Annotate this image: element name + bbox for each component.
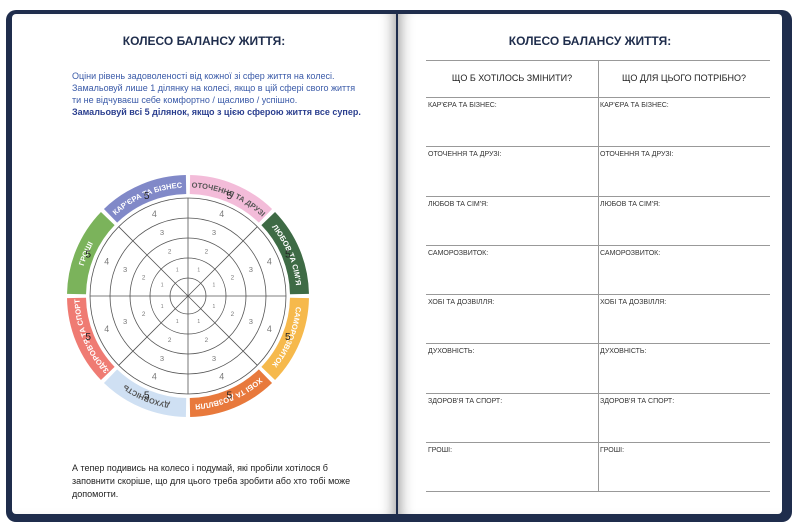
segment-band (261, 211, 309, 295)
scale-number: 1 (197, 267, 200, 273)
spoke (118, 226, 189, 297)
column-header: ЩО Б ХОТІЛОСЬ ЗМІНИТИ? (451, 73, 573, 83)
scale-number: 3 (212, 228, 216, 237)
segment-band (261, 297, 309, 381)
scale-number: 2 (168, 337, 172, 344)
scale-number: 1 (212, 304, 215, 310)
scale-number: 3 (160, 354, 164, 363)
row-line (426, 146, 770, 148)
scale-number: 5 (85, 249, 91, 260)
column-header: ЩО ДЛЯ ЦЬОГО ПОТРІБНО? (621, 73, 747, 83)
scale-number: 4 (104, 257, 109, 267)
segment-band (67, 297, 115, 381)
page-title: КОЛЕСО БАЛАНСУ ЖИТТЯ: (122, 34, 286, 48)
row-line (426, 392, 770, 394)
row-label: ОТОЧЕННЯ ТА ДРУЗІ: (600, 151, 674, 159)
row-line (426, 491, 770, 492)
right-page: КОЛЕСО БАЛАНСУ ЖИТТЯ: ЩО Б ХОТІЛОСЬ ЗМІН… (398, 14, 782, 514)
scale-number: 4 (219, 372, 224, 382)
row-label: ГРОШІ: (428, 446, 453, 454)
scale-number: 5 (144, 191, 150, 202)
row-line (426, 343, 770, 345)
scale-number: 5 (85, 332, 91, 343)
scale-number: 2 (142, 311, 146, 318)
row-line (426, 294, 770, 295)
row-label: ЗДОРОВ'Я ТА СПОРТ: (600, 397, 675, 405)
row-label: ОТОЧЕННЯ ТА ДРУЗІ: (428, 151, 502, 159)
scale-number: 2 (142, 274, 146, 281)
scale-number: 4 (267, 324, 272, 334)
ring (89, 197, 287, 395)
page-title: КОЛЕСО БАЛАНСУ ЖИТТЯ: (508, 34, 672, 48)
row-label: ДУХОВНІСТЬ: (428, 348, 475, 356)
spoke (118, 295, 189, 366)
row-label: ЛЮБОВ ТА СІМ'Я: (600, 200, 661, 208)
scale-number: 1 (161, 304, 164, 310)
segment-band (189, 175, 273, 223)
scale-number: 1 (161, 283, 164, 289)
scale-number: 3 (160, 228, 164, 237)
scale-number: 2 (205, 248, 209, 255)
scale-number: 4 (219, 209, 224, 219)
scale-number: 1 (212, 283, 215, 289)
segment-band (67, 211, 115, 295)
scale-number: 1 (176, 319, 179, 325)
row-label: КАР'ЄРА ТА БІЗНЕС: (428, 102, 497, 109)
scale-number: 1 (197, 319, 200, 325)
spoke (187, 226, 258, 297)
row-label: ЛЮБОВ ТА СІМ'Я: (428, 200, 489, 208)
row-label: ХОБІ ТА ДОЗВІЛЛЯ: (428, 299, 495, 306)
row-label: КАР'ЄРА ТА БІЗНЕС: (600, 102, 669, 109)
footer-text: А тепер подивись на колесо і подумай, як… (72, 463, 351, 499)
row-line (426, 97, 770, 98)
plan-table: ЩО Б ХОТІЛОСЬ ЗМІНИТИ? ЩО ДЛЯ ЦЬОГО ПОТРІ… (426, 60, 770, 492)
scale-number: 2 (205, 337, 209, 344)
column-divider (598, 61, 599, 491)
row-label: ГРОШІ: (600, 446, 625, 454)
left-page: КОЛЕСО БАЛАНСУ ЖИТТЯ: Оціни рівень задов… (12, 14, 396, 514)
scale-number: 3 (123, 265, 127, 274)
row-label: САМОРОЗВИТОК: (428, 249, 489, 257)
scale-number: 2 (231, 274, 235, 281)
ring (109, 217, 267, 375)
scale-number: 2 (231, 311, 235, 318)
instruction-text: Оціни рівень задоволеності від кожної зі… (72, 71, 356, 105)
ring (129, 237, 247, 355)
segment-band (103, 369, 187, 417)
ring (149, 257, 227, 335)
scale-number: 3 (123, 317, 127, 326)
scale-number: 4 (267, 257, 272, 267)
scale-number: 3 (212, 354, 216, 363)
scale-number: 1 (176, 267, 179, 273)
instruction-bold: Замальовуй всі 5 ділянок, якщо з цією сф… (72, 107, 361, 117)
row-label: САМОРОЗВИТОК: (600, 249, 661, 257)
row-line (426, 441, 770, 443)
row-label: ХОБІ ТА ДОЗВІЛЛЯ: (600, 299, 667, 306)
scale-number: 5 (285, 332, 291, 343)
scale-number: 4 (104, 324, 109, 334)
scale-number: 3 (249, 317, 253, 326)
scale-number: 5 (285, 249, 291, 260)
scale-number: 5 (226, 191, 232, 202)
scale-number: 4 (152, 372, 157, 382)
segment-band (103, 175, 187, 223)
row-label: ДУХОВНІСТЬ: (600, 348, 647, 356)
ring (169, 277, 207, 315)
spoke (187, 295, 258, 366)
row-label: ЗДОРОВ'Я ТА СПОРТ: (428, 397, 503, 405)
row-line (426, 195, 770, 197)
row-line (426, 244, 770, 246)
segment-band (189, 369, 273, 417)
scale-number: 5 (226, 390, 232, 401)
scale-number: 2 (168, 248, 172, 255)
scale-number: 4 (152, 209, 157, 219)
instruction: Оціни рівень задоволеності від кожної зі… (72, 70, 362, 118)
scale-number: 3 (249, 265, 253, 274)
scale-number: 5 (144, 390, 150, 401)
